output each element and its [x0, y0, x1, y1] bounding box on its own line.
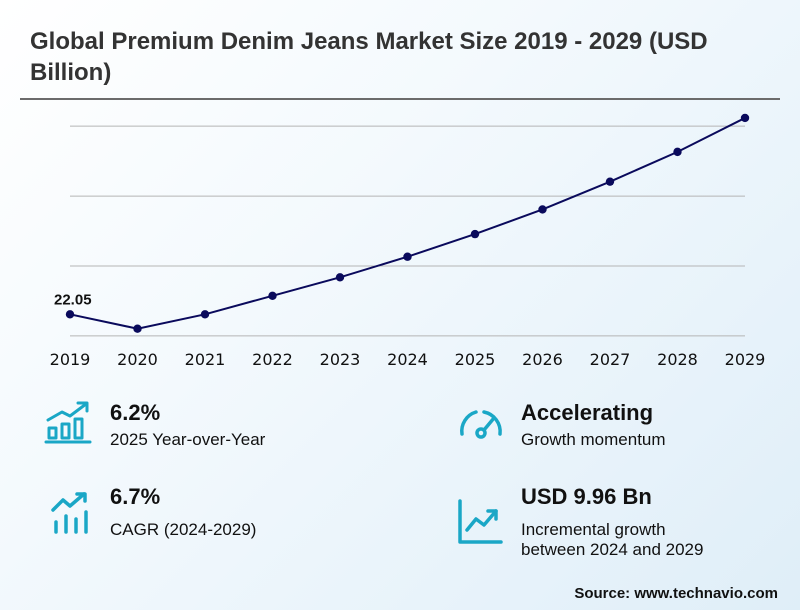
data-label: 22.05	[54, 291, 92, 308]
data-point	[673, 147, 682, 157]
stat-yoy-value: 6.2%	[110, 400, 161, 425]
x-tick-label: 2021	[185, 350, 226, 369]
source-credit: Source: www.technavio.com	[574, 585, 778, 602]
chart-title: Global Premium Denim Jeans Market Size 2…	[30, 28, 708, 86]
stat-cagr-value: 6.7%	[110, 484, 161, 509]
x-tick-label: 2028	[657, 350, 698, 369]
title-divider	[20, 98, 780, 100]
line-chart-icon	[458, 499, 503, 544]
stat-incremental-label: Incremental growth	[521, 520, 666, 539]
data-point	[605, 177, 615, 186]
data-point	[470, 229, 480, 239]
x-tick-label: 2026	[522, 350, 563, 369]
bar-growth-icon	[44, 401, 92, 444]
series-line	[69, 117, 746, 330]
x-tick-label: 2020	[117, 350, 158, 369]
line-chart: 2019 2020 2021 2022 2023 2024 2025 2026 2027 2028…	[50, 113, 766, 369]
stat-incremental-value: USD 9.96 Bn	[521, 484, 652, 509]
data-point	[200, 310, 210, 319]
x-tick-label: 2023	[320, 350, 361, 369]
gauge-icon	[460, 410, 502, 439]
trend-bars-icon	[51, 492, 88, 534]
x-tick-label: 2025	[455, 350, 496, 369]
data-point	[268, 291, 277, 300]
data-point	[403, 252, 412, 261]
stat-momentum-label: Growth momentum	[521, 430, 666, 449]
x-tick-label: 2022	[252, 350, 293, 369]
data-point	[65, 310, 75, 319]
data-point	[740, 113, 750, 123]
stat-cagr-label: CAGR (2024-2029)	[110, 520, 257, 539]
data-point	[133, 324, 142, 333]
stat-incremental-label-line2: between 2024 and 2029	[521, 540, 704, 559]
x-tick-label: 2027	[590, 350, 631, 369]
stat-momentum-value: Accelerating	[521, 400, 654, 425]
x-tick-label: 2024	[387, 350, 428, 369]
stat-yoy-label: 2025 Year-over-Year	[110, 430, 266, 449]
x-tick-label: 2029	[725, 350, 766, 369]
data-point	[335, 273, 345, 282]
data-point	[538, 205, 547, 214]
x-tick-label: 2019	[50, 350, 91, 369]
